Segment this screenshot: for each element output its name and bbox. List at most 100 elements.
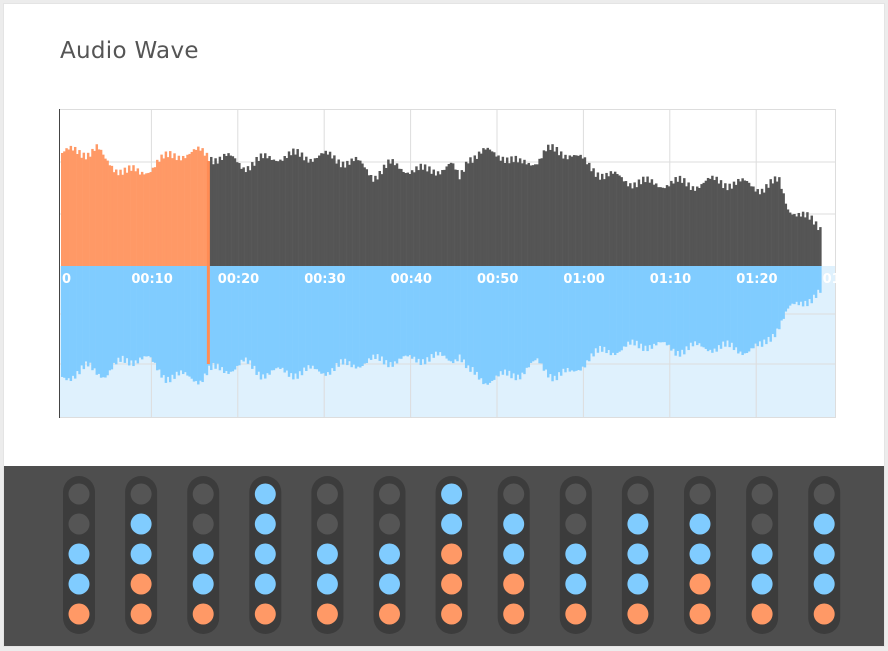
wave-bar-bottom xyxy=(698,266,701,344)
wave-bar-bottom xyxy=(553,266,556,376)
wave-bar-bottom xyxy=(467,266,470,366)
eq-dot xyxy=(192,543,214,565)
wave-bar-bottom xyxy=(747,266,751,352)
wave-bar-top xyxy=(817,230,820,266)
wave-bar-bottom xyxy=(220,266,224,368)
wave-bar-top xyxy=(95,144,99,266)
eq-dot xyxy=(68,573,90,595)
wave-bar-top xyxy=(661,187,664,266)
wave-bar-bottom xyxy=(315,266,319,370)
wave-bar-top xyxy=(134,171,137,266)
wave-bar-bottom xyxy=(356,266,360,367)
wave-bar-top xyxy=(559,151,563,266)
wave-bar-bottom xyxy=(404,266,407,356)
wave-bar-bottom xyxy=(795,266,798,302)
wave-bar-top xyxy=(644,182,647,266)
wave-bar-top xyxy=(512,162,515,266)
wave-bar-bottom xyxy=(443,266,446,356)
wave-bar-top xyxy=(417,170,420,266)
wave-bar-top xyxy=(171,158,174,266)
wave-bar-top xyxy=(73,146,77,266)
wave-bar-top xyxy=(544,151,548,266)
wave-bar-bottom xyxy=(320,266,323,374)
wave-bar-bottom xyxy=(745,266,749,354)
wave-bar-bottom xyxy=(521,266,524,373)
wave-bar-bottom xyxy=(73,266,77,379)
wave-bar-top xyxy=(763,192,766,266)
wave-bar-bottom xyxy=(633,266,636,346)
wave-bar-bottom xyxy=(523,266,526,375)
wave-bar-top xyxy=(419,163,423,266)
wave-bar-top xyxy=(534,164,537,266)
wave-bar-bottom xyxy=(309,266,312,369)
wave-bar-top xyxy=(326,154,330,266)
wave-bar-bottom xyxy=(268,266,271,375)
wave-bar-bottom xyxy=(482,266,485,385)
wave-bar-bottom xyxy=(685,266,688,347)
wave-bar-bottom xyxy=(322,266,325,374)
wave-bar-top xyxy=(184,158,187,266)
wave-bar-top xyxy=(91,148,94,266)
wave-bar-bottom xyxy=(460,266,464,363)
wave-bar-top xyxy=(233,158,237,266)
wave-bar-bottom xyxy=(780,266,783,321)
wave-bar-top xyxy=(169,151,172,266)
wave-bar-bottom xyxy=(629,266,632,345)
wave-bar-top xyxy=(259,153,263,266)
eq-column xyxy=(311,476,344,634)
wave-bar-bottom xyxy=(441,266,444,356)
wave-bar-bottom xyxy=(67,266,70,379)
wave-bar-top xyxy=(348,164,351,266)
wave-bar-bottom xyxy=(525,266,528,368)
wave-bar-top xyxy=(434,175,438,266)
playhead[interactable] xyxy=(206,161,210,364)
wave-bar-top xyxy=(706,177,710,266)
wave-bar-top xyxy=(436,171,440,266)
wave-bar-bottom xyxy=(566,266,569,368)
wave-bar-top xyxy=(726,190,729,266)
wave-bar-bottom xyxy=(644,266,647,346)
wave-bar-bottom xyxy=(711,266,714,353)
wave-bar-top xyxy=(294,154,297,266)
wave-bar-top xyxy=(305,156,308,266)
wave-bar-bottom xyxy=(449,266,453,362)
wave-bar-top xyxy=(620,177,623,266)
eq-dot xyxy=(130,513,152,535)
wave-bar-top xyxy=(225,155,228,266)
wave-bar-bottom xyxy=(255,266,258,375)
eq-column xyxy=(187,476,220,634)
wave-bar-bottom xyxy=(106,266,109,376)
wave-bar-top xyxy=(739,181,742,266)
wave-bar-top xyxy=(439,174,442,266)
wave-bar-top xyxy=(400,168,403,266)
wave-bar-bottom xyxy=(534,266,537,361)
wave-bar-bottom xyxy=(601,266,604,352)
waveform-chart[interactable]: 0 00:10 00:20 00:30 00:40 00:50 01:00 01:10 01:2… xyxy=(4,4,885,466)
eq-dot xyxy=(565,483,587,505)
wave-bar-top xyxy=(683,178,686,266)
wave-bar-top xyxy=(495,156,498,266)
wave-bar-bottom xyxy=(393,266,397,362)
wave-bar-top xyxy=(121,174,124,266)
time-tick-label: 00:50 xyxy=(477,272,518,287)
eq-dot xyxy=(441,513,463,535)
wave-bar-bottom xyxy=(307,266,310,366)
wave-bar-top xyxy=(583,157,587,266)
wave-bar-bottom xyxy=(179,266,183,371)
wave-bar-bottom xyxy=(497,266,500,377)
wave-bar-bottom xyxy=(691,266,695,347)
wave-bar-top xyxy=(192,149,196,266)
wave-bar-bottom xyxy=(678,266,682,357)
wave-bar-bottom xyxy=(687,266,690,351)
wave-bar-bottom xyxy=(480,266,483,379)
wave-bar-bottom xyxy=(540,266,543,364)
wave-bar-top xyxy=(667,186,671,266)
wave-bar-bottom xyxy=(670,266,673,351)
wave-bar-bottom xyxy=(225,266,228,371)
wave-bar-bottom xyxy=(277,266,280,368)
wave-bar-bottom xyxy=(132,266,135,367)
wave-bar-bottom xyxy=(799,266,803,302)
wave-bar-top xyxy=(387,159,390,266)
wave-bar-bottom xyxy=(510,266,513,379)
time-tick-label: 01:10 xyxy=(650,272,691,287)
